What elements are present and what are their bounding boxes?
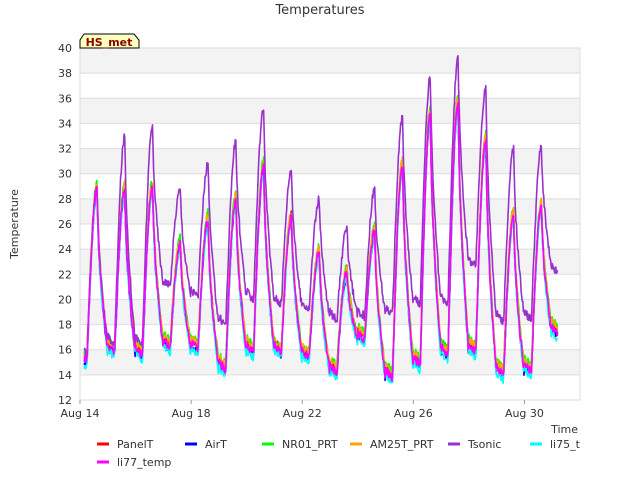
plot-background — [80, 48, 580, 400]
grid-band — [80, 73, 580, 99]
annotation-box — [79, 33, 140, 49]
y-tick-label: 30 — [58, 168, 72, 181]
y-tick-label: 24 — [58, 243, 72, 256]
x-tick-label: Aug 14 — [61, 407, 100, 420]
annotation-text: HS_met — [86, 36, 133, 49]
y-tick-label: 26 — [58, 218, 72, 231]
series-line-tsonic — [83, 55, 559, 359]
y-tick-label: 14 — [58, 369, 72, 382]
x-axis-ticks: Aug 14 Aug 18 Aug 22 Aug 26 Aug 30 — [61, 400, 544, 420]
y-tick-label: 22 — [58, 268, 72, 281]
y-tick-label: 18 — [58, 319, 72, 332]
legend-label-li75_t: li75_t — [550, 438, 581, 451]
grid-band — [80, 374, 580, 400]
grid-band — [80, 173, 580, 199]
x-tick-label: Aug 18 — [172, 407, 211, 420]
y-tick-label: 12 — [58, 394, 72, 407]
y-tick-label: 36 — [58, 92, 72, 105]
y-tick-label: 20 — [58, 293, 72, 306]
y-tick-label: 32 — [58, 143, 72, 156]
plot-frame — [79, 47, 581, 401]
grid-band — [80, 274, 580, 300]
y-axis-label: Temperature — [8, 189, 21, 260]
x-tick-label: Aug 26 — [394, 407, 433, 420]
legend-label-panelt: PanelT — [117, 438, 154, 451]
y-tick-label: 16 — [58, 344, 72, 357]
grid-band — [80, 48, 580, 74]
legend-label-li77_temp: li77_temp — [117, 456, 171, 469]
x-tick-label: Aug 30 — [505, 407, 544, 420]
grid-band — [80, 224, 580, 250]
chart-title: Temperatures — [274, 3, 364, 18]
x-axis-label: Time — [550, 423, 578, 436]
legend-label-nr01_prt: NR01_PRT — [282, 438, 338, 451]
grid-band — [80, 98, 580, 124]
series-line-li77_temp — [83, 102, 559, 382]
y-tick-label: 34 — [58, 117, 72, 130]
station-annotation: HS_met — [79, 33, 140, 49]
x-tick-label: Aug 22 — [283, 407, 322, 420]
legend-label-airt: AirT — [205, 438, 227, 451]
grid-band — [80, 198, 580, 224]
y-tick-label: 38 — [58, 67, 72, 80]
y-tick-label: 28 — [58, 193, 72, 206]
y-axis-ticks: 12 14 16 18 20 22 24 26 28 30 32 34 36 38 40 — [58, 42, 72, 407]
series-lines — [83, 55, 559, 385]
legend: PanelT AirT NR01_PRT AM25T_PRT Tsonic li75_tl… — [97, 438, 581, 469]
grid-band — [80, 148, 580, 174]
legend-label-tsonic: Tsonic — [467, 438, 501, 451]
y-tick-label: 40 — [58, 42, 72, 55]
grid-band — [80, 249, 580, 275]
legend-label-am25t_prt: AM25T_PRT — [370, 438, 434, 451]
grid-band — [80, 123, 580, 149]
